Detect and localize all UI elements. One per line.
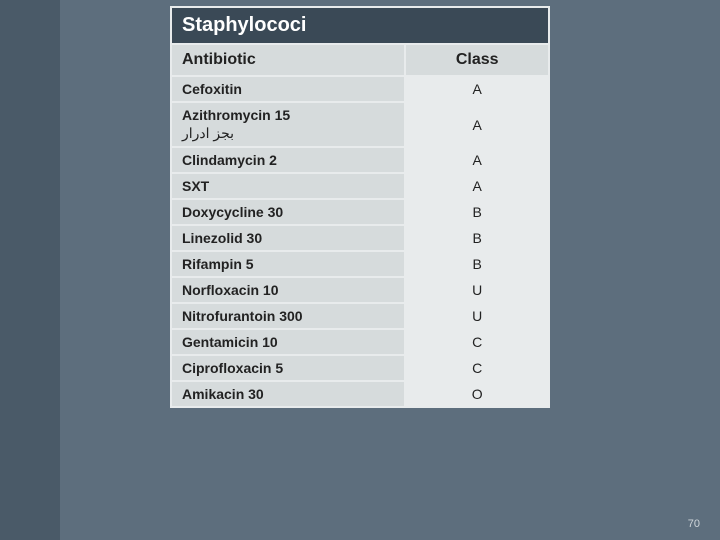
class-cell: B (405, 251, 549, 277)
antibiotic-subnote: بجز ادرار (182, 123, 394, 142)
class-cell: B (405, 225, 549, 251)
class-cell: C (405, 329, 549, 355)
antibiotic-name: Azithromycin 15 (182, 107, 290, 123)
antibiotic-table: Staphylococi Antibiotic Class Cefoxitin A… (170, 6, 550, 408)
antibiotic-cell: Amikacin 30 (171, 381, 405, 407)
class-cell: A (405, 76, 549, 102)
antibiotic-name: Doxycycline 30 (182, 204, 283, 220)
antibiotic-cell: Rifampin 5 (171, 251, 405, 277)
header-class: Class (405, 44, 549, 76)
table-row: Amikacin 30 O (171, 381, 549, 407)
antibiotic-name: Ciprofloxacin 5 (182, 360, 283, 376)
title-row: Staphylococi (171, 7, 549, 44)
antibiotic-cell: Azithromycin 15بجز ادرار (171, 102, 405, 147)
antibiotic-cell: Gentamicin 10 (171, 329, 405, 355)
antibiotic-cell: SXT (171, 173, 405, 199)
antibiotic-name: Nitrofurantoin 300 (182, 308, 303, 324)
left-sidebar (0, 0, 60, 540)
antibiotic-cell: Norfloxacin 10 (171, 277, 405, 303)
table-row: Doxycycline 30 B (171, 199, 549, 225)
slide: Staphylococi Antibiotic Class Cefoxitin A… (0, 0, 720, 540)
table-row: Nitrofurantoin 300 U (171, 303, 549, 329)
antibiotic-name: Norfloxacin 10 (182, 282, 278, 298)
table-row: Rifampin 5 B (171, 251, 549, 277)
antibiotic-name: Cefoxitin (182, 81, 242, 97)
table-row: Norfloxacin 10 U (171, 277, 549, 303)
antibiotic-name: Linezolid 30 (182, 230, 262, 246)
antibiotic-cell: Cefoxitin (171, 76, 405, 102)
antibiotic-cell: Doxycycline 30 (171, 199, 405, 225)
class-cell: B (405, 199, 549, 225)
antibiotic-name: Clindamycin 2 (182, 152, 277, 168)
class-cell: A (405, 147, 549, 173)
table-row: Azithromycin 15بجز ادرارA (171, 102, 549, 147)
antibiotic-name: SXT (182, 178, 209, 194)
table-title: Staphylococi (171, 7, 549, 44)
antibiotic-name: Gentamicin 10 (182, 334, 278, 350)
table-row: SXT A (171, 173, 549, 199)
antibiotic-cell: Ciprofloxacin 5 (171, 355, 405, 381)
antibiotic-cell: Nitrofurantoin 300 (171, 303, 405, 329)
class-cell: A (405, 102, 549, 147)
antibiotic-name: Rifampin 5 (182, 256, 254, 272)
table-row: Ciprofloxacin 5 C (171, 355, 549, 381)
class-cell: C (405, 355, 549, 381)
class-cell: U (405, 303, 549, 329)
table-container: Staphylococi Antibiotic Class Cefoxitin A… (170, 6, 550, 408)
table-row: Gentamicin 10 C (171, 329, 549, 355)
antibiotic-name: Amikacin 30 (182, 386, 264, 402)
table-row: Clindamycin 2 A (171, 147, 549, 173)
page-number: 70 (688, 518, 700, 530)
table-row: Cefoxitin A (171, 76, 549, 102)
antibiotic-cell: Clindamycin 2 (171, 147, 405, 173)
header-row: Antibiotic Class (171, 44, 549, 76)
class-cell: O (405, 381, 549, 407)
class-cell: A (405, 173, 549, 199)
header-antibiotic: Antibiotic (171, 44, 405, 76)
table-row: Linezolid 30 B (171, 225, 549, 251)
class-cell: U (405, 277, 549, 303)
antibiotic-cell: Linezolid 30 (171, 225, 405, 251)
